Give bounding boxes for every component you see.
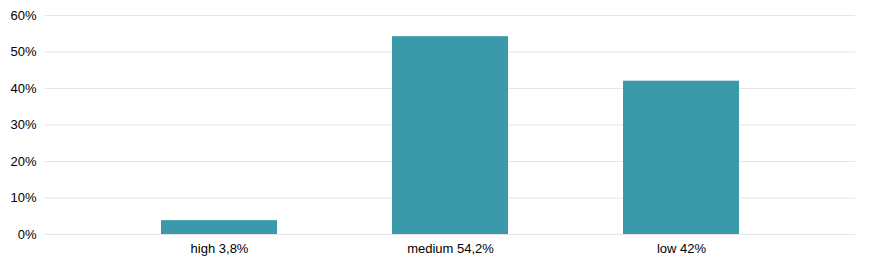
svg-text:60%: 60% — [10, 8, 36, 23]
svg-text:40%: 40% — [10, 81, 36, 96]
svg-text:low 42%: low 42% — [657, 241, 707, 256]
svg-text:50%: 50% — [10, 44, 36, 59]
svg-text:medium 54,2%: medium 54,2% — [407, 241, 494, 256]
svg-text:30%: 30% — [10, 117, 36, 132]
svg-text:high 3,8%: high 3,8% — [191, 241, 249, 256]
svg-text:10%: 10% — [10, 190, 36, 205]
svg-text:20%: 20% — [10, 154, 36, 169]
svg-text:0%: 0% — [18, 227, 37, 242]
